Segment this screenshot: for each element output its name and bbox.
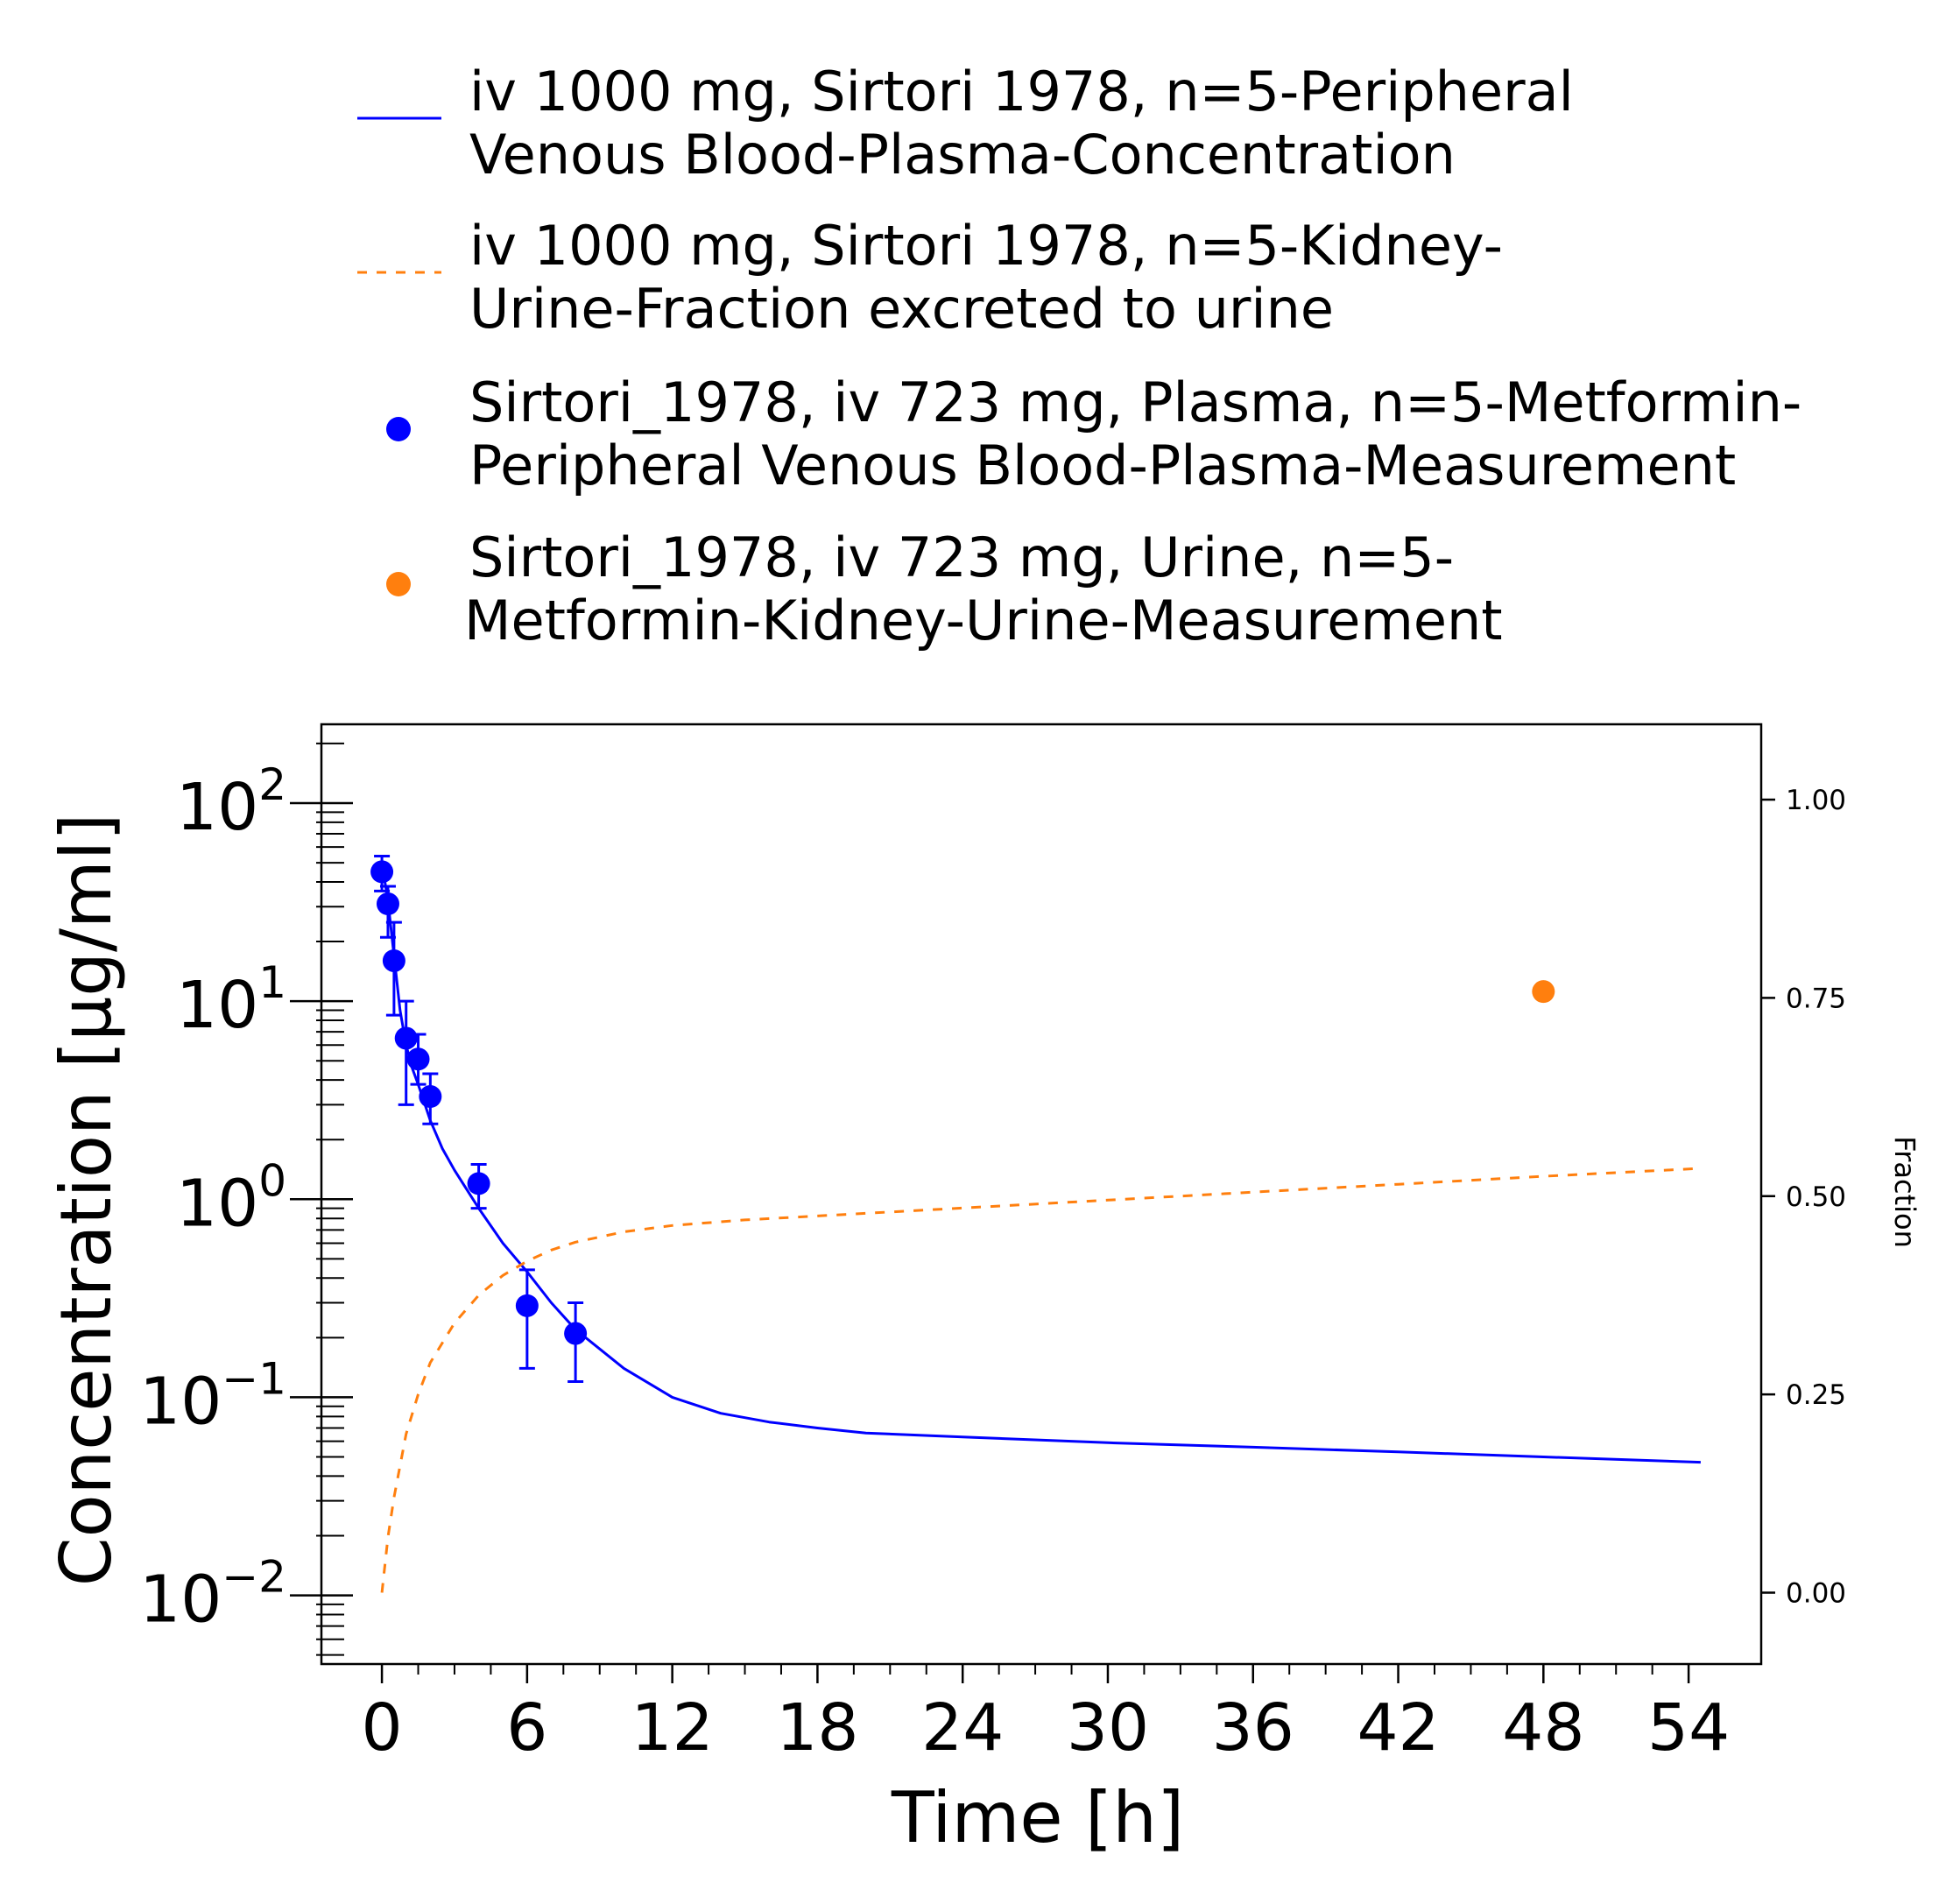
legend-label: Sirtori_1978, iv 723 mg, Plasma, n=5-Met… (469, 370, 1801, 434)
y-tick-exponent: 0 (258, 1155, 286, 1206)
y-tick-label: 102 (176, 759, 286, 845)
legend-marker-swatch (386, 572, 411, 596)
plasma-measurement-point (406, 1047, 430, 1071)
x-tick-label: 18 (776, 1690, 858, 1766)
y-tick-base: 10 (176, 968, 258, 1043)
legend-marker-swatch (386, 417, 411, 441)
x-tick-label: 0 (362, 1690, 403, 1766)
y-tick-base: 10 (139, 1364, 222, 1439)
legend-label: Urine-Fraction excreted to urine (469, 277, 1334, 341)
y-tick-exponent: 2 (258, 759, 286, 810)
fraction-excreted-line (380, 1167, 1701, 1593)
x-tick-label: 54 (1647, 1690, 1730, 1766)
x-tick-label: 6 (506, 1690, 547, 1766)
x-tick-label: 30 (1067, 1690, 1149, 1766)
y2-tick-label: 0.00 (1786, 1578, 1846, 1610)
y-tick-base: 10 (139, 1562, 222, 1638)
x-tick-label: 12 (631, 1690, 714, 1766)
y-tick-label: 10−1 (139, 1353, 286, 1439)
y2-tick-label: 0.25 (1786, 1379, 1846, 1411)
plasma-measurement-point (515, 1294, 539, 1317)
x-axis-label: Time [h] (891, 1777, 1184, 1858)
legend-label: Sirtori_1978, iv 723 mg, Urine, n=5- (469, 525, 1454, 589)
plasma-measurement-point (382, 948, 405, 972)
plot-frame (320, 723, 1763, 1666)
legend-label: iv 1000 mg, Sirtori 1978, n=5-Peripheral (469, 60, 1574, 123)
y-axis-label: Concentration [µg/ml] (46, 814, 127, 1587)
y-tick-exponent: 1 (258, 957, 286, 1008)
plasma-measurement-point (564, 1322, 588, 1345)
plasma-measurement-point (376, 892, 399, 916)
plasma-concentration-line (380, 862, 1701, 1464)
legend: iv 1000 mg, Sirtori 1978, n=5-Peripheral… (357, 60, 1801, 652)
y-tick-exponent: −1 (222, 1353, 286, 1404)
y2-tick-label: 1.00 (1786, 785, 1846, 816)
urine-measurement-point (1532, 980, 1555, 1004)
axes: 0 6 12 18 24 30 36 42 48 5410210110010−110−21.000… (139, 723, 1846, 1766)
legend-label: Metformin-Kidney-Urine-Measurement (464, 589, 1503, 652)
y-tick-label: 100 (176, 1155, 286, 1241)
x-tick-label: 36 (1212, 1690, 1294, 1766)
y-tick-base: 10 (176, 770, 258, 845)
x-tick-label: 24 (921, 1690, 1004, 1766)
y-tick-exponent: −2 (222, 1552, 286, 1603)
plasma-measurement-point (370, 860, 394, 884)
y2-tick-label: 0.50 (1786, 1181, 1846, 1213)
y-tick-label: 10−2 (139, 1552, 286, 1638)
x-tick-label: 42 (1357, 1690, 1439, 1766)
y2-tick-label: 0.75 (1786, 983, 1846, 1014)
legend-label: Venous Blood-Plasma-Concentration (469, 123, 1456, 187)
plasma-measurement-point (394, 1026, 418, 1050)
y-tick-base: 10 (176, 1166, 258, 1241)
y2-axis-label: Fraction (1888, 1136, 1921, 1248)
plasma-measurement-point (467, 1172, 490, 1195)
y-tick-label: 101 (176, 957, 286, 1043)
series-layer (370, 855, 1701, 1593)
plasma-measurement-point (419, 1085, 442, 1109)
legend-label: Peripheral Venous Blood-Plasma-Measureme… (469, 434, 1736, 497)
x-tick-label: 48 (1502, 1690, 1584, 1766)
legend-label: iv 1000 mg, Sirtori 1978, n=5-Kidney- (469, 214, 1503, 278)
